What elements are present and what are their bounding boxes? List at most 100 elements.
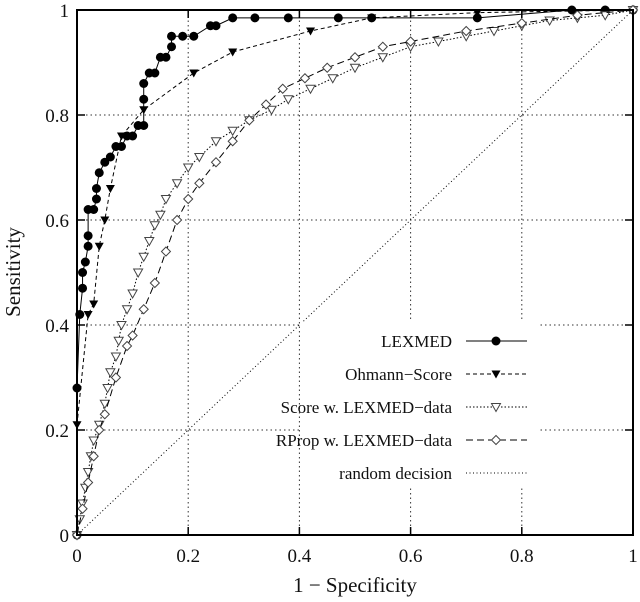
data-point xyxy=(116,132,126,141)
series-3 xyxy=(71,4,639,541)
legend-label: Ohmann−Score xyxy=(345,365,452,384)
data-point xyxy=(78,283,88,293)
data-point xyxy=(99,399,111,410)
data-point xyxy=(321,62,333,73)
data-point xyxy=(139,121,149,130)
data-point xyxy=(405,36,416,47)
data-point xyxy=(83,241,93,251)
data-point xyxy=(160,195,172,205)
data-point xyxy=(161,52,171,62)
data-point xyxy=(128,131,138,141)
data-point xyxy=(99,409,111,420)
data-point xyxy=(349,63,361,74)
data-point xyxy=(250,13,260,23)
data-point xyxy=(227,126,239,137)
data-point xyxy=(306,27,316,36)
data-point xyxy=(100,216,110,225)
y-tick-label: 0.4 xyxy=(45,316,69,337)
data-point xyxy=(544,16,555,27)
data-point xyxy=(149,221,161,231)
data-point xyxy=(139,106,149,115)
data-point xyxy=(160,246,172,257)
data-point xyxy=(80,257,90,267)
data-point xyxy=(102,384,113,394)
series-layer xyxy=(71,4,639,541)
data-point xyxy=(299,73,311,84)
data-point xyxy=(210,157,222,168)
data-point xyxy=(167,31,177,41)
data-point xyxy=(178,31,188,41)
data-point xyxy=(460,25,472,37)
data-point xyxy=(138,252,150,263)
y-tick-label: 0.2 xyxy=(45,421,69,442)
data-point xyxy=(189,31,199,41)
data-point xyxy=(77,503,88,514)
data-point xyxy=(78,268,88,277)
data-point xyxy=(127,330,138,341)
y-axis-label: Sensitivity xyxy=(1,227,25,317)
legend-marker xyxy=(491,370,501,379)
data-point xyxy=(516,17,528,29)
data-point xyxy=(171,214,183,226)
data-point xyxy=(155,210,166,221)
data-point xyxy=(472,9,482,18)
data-point xyxy=(110,352,122,363)
data-point xyxy=(228,13,238,23)
x-tick-label: 0.6 xyxy=(399,546,423,567)
data-point xyxy=(266,105,277,116)
data-point xyxy=(150,68,160,78)
x-tick-label: 0.8 xyxy=(510,546,534,567)
x-tick-label: 0.4 xyxy=(288,546,312,567)
data-point xyxy=(210,137,222,147)
x-axis-label: 1 − Specificity xyxy=(293,573,417,597)
data-point xyxy=(121,305,133,315)
data-point xyxy=(228,48,238,57)
x-tick-label: 1 xyxy=(628,546,638,567)
plot-frame xyxy=(76,9,634,536)
data-point xyxy=(88,451,99,462)
legend-marker xyxy=(490,403,502,413)
data-point xyxy=(182,193,194,205)
data-point xyxy=(283,13,293,23)
series-line xyxy=(76,9,634,425)
y-tick-label: 0.6 xyxy=(45,211,69,232)
x-tick-label: 0.2 xyxy=(176,546,200,567)
data-point xyxy=(171,179,183,189)
data-point xyxy=(572,10,583,21)
data-point xyxy=(327,74,339,84)
data-point xyxy=(132,268,144,279)
data-point xyxy=(282,95,294,105)
data-point xyxy=(105,185,115,193)
data-point xyxy=(94,242,104,251)
ticks: 0 0.2 0.4 0.6 0.8 1 0 0.2 0.4 0.6 0.8 1 xyxy=(45,1,638,567)
data-point xyxy=(367,14,377,23)
data-point xyxy=(94,168,104,178)
legend-marker xyxy=(491,336,501,346)
data-point xyxy=(167,42,177,52)
series-4 xyxy=(76,9,634,536)
data-point xyxy=(377,41,389,52)
data-point xyxy=(121,340,133,352)
data-point xyxy=(377,53,389,63)
data-point xyxy=(349,52,361,63)
legend: LEXMED Ohmann−Score Score w. LEXMED−data RP… xyxy=(276,332,527,483)
data-point xyxy=(244,115,255,126)
data-point xyxy=(260,99,272,110)
grid xyxy=(77,10,633,535)
data-point xyxy=(305,84,316,95)
legend-marker xyxy=(490,434,502,446)
data-point xyxy=(472,13,482,23)
data-point xyxy=(110,372,122,383)
data-point xyxy=(139,79,149,88)
data-point xyxy=(182,163,194,174)
data-point xyxy=(94,424,105,436)
data-point xyxy=(105,152,115,162)
data-point xyxy=(333,13,343,23)
data-point xyxy=(88,436,100,447)
data-point xyxy=(433,37,444,48)
data-point xyxy=(227,136,238,147)
y-tick-label: 0 xyxy=(60,526,70,547)
data-point xyxy=(113,336,125,347)
data-point xyxy=(91,194,101,204)
